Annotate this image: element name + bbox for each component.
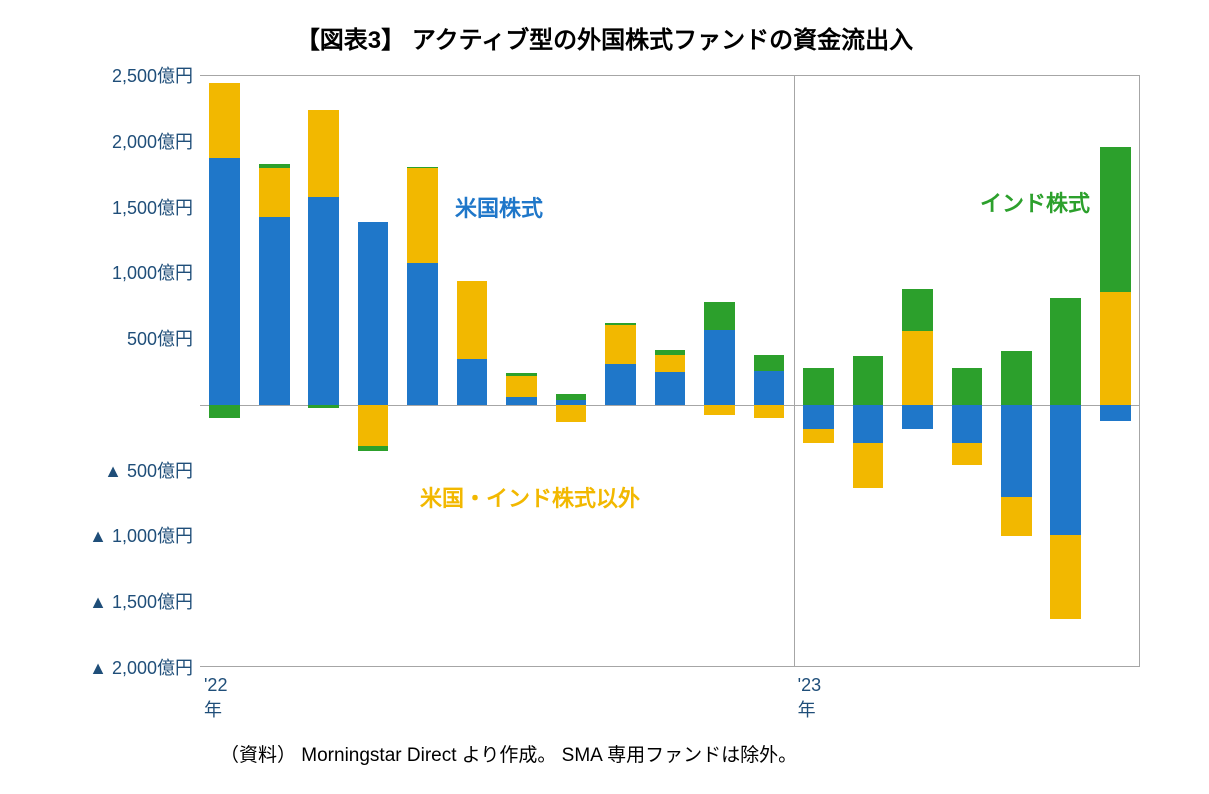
bar-segment bbox=[358, 446, 389, 451]
bar-segment bbox=[605, 325, 636, 364]
y-tick-label: ▲ 2,000億円 bbox=[89, 654, 193, 680]
bar-segment bbox=[1001, 405, 1032, 497]
bar-segment bbox=[754, 405, 785, 418]
bar-segment bbox=[358, 405, 389, 446]
bar-segment bbox=[407, 168, 438, 263]
bar-segment bbox=[1050, 405, 1081, 535]
bar-segment bbox=[754, 355, 785, 371]
bar-segment bbox=[506, 373, 537, 376]
bar-segment bbox=[704, 405, 735, 416]
y-tick-label: ▲ 1,500億円 bbox=[89, 588, 193, 614]
series-label: 米国・インド株式以外 bbox=[420, 481, 640, 513]
bar-group bbox=[1050, 76, 1081, 666]
bar-group bbox=[605, 76, 636, 666]
bar-segment bbox=[506, 376, 537, 397]
bar-segment bbox=[853, 405, 884, 443]
bar-segment bbox=[754, 371, 785, 405]
bar-group bbox=[407, 76, 438, 666]
bar-segment bbox=[655, 350, 686, 355]
bar-group bbox=[803, 76, 834, 666]
bar-segment bbox=[655, 372, 686, 405]
bar-segment bbox=[556, 394, 587, 399]
series-label: 米国株式 bbox=[455, 191, 543, 223]
y-tick-label: 500億円 bbox=[127, 325, 193, 351]
bar-segment bbox=[1100, 147, 1131, 292]
bar-segment bbox=[308, 197, 339, 405]
x-tick-label: '22 年 bbox=[204, 675, 227, 722]
bar-group bbox=[704, 76, 735, 666]
source-note: （資料） Morningstar Direct より作成。 SMA 専用ファンド… bbox=[220, 740, 797, 767]
series-label: インド株式 bbox=[980, 186, 1090, 218]
bar-segment bbox=[952, 405, 983, 443]
bar-segment bbox=[1050, 298, 1081, 405]
bar-group bbox=[1100, 76, 1131, 666]
bar-group bbox=[506, 76, 537, 666]
bar-segment bbox=[457, 359, 488, 405]
bar-segment bbox=[803, 368, 834, 405]
bar-segment bbox=[1050, 535, 1081, 619]
bar-segment bbox=[407, 263, 438, 405]
bar-segment bbox=[1100, 292, 1131, 405]
bar-group bbox=[902, 76, 933, 666]
bar-segment bbox=[902, 331, 933, 405]
bar-segment bbox=[407, 167, 438, 168]
bar-segment bbox=[556, 405, 587, 422]
bar-segment bbox=[1001, 497, 1032, 536]
bar-group bbox=[457, 76, 488, 666]
bar-group bbox=[358, 76, 389, 666]
bar-segment bbox=[209, 158, 240, 405]
bar-segment bbox=[308, 110, 339, 197]
y-tick-label: 2,500億円 bbox=[112, 62, 193, 88]
bar-segment bbox=[853, 443, 884, 488]
bar-group bbox=[308, 76, 339, 666]
bar-segment bbox=[803, 405, 834, 429]
bar-segment bbox=[457, 281, 488, 359]
bar-segment bbox=[259, 164, 290, 168]
y-tick-label: ▲ 1,000億円 bbox=[89, 522, 193, 548]
bar-segment bbox=[605, 323, 636, 324]
chart-title: 【図表3】 アクティブ型の外国株式ファンドの資金流出入 bbox=[20, 20, 1189, 55]
bar-segment bbox=[704, 302, 735, 330]
bar-group bbox=[853, 76, 884, 666]
bar-group bbox=[655, 76, 686, 666]
bar-segment bbox=[704, 330, 735, 405]
bar-group bbox=[209, 76, 240, 666]
y-tick-label: ▲ 500億円 bbox=[104, 457, 193, 483]
bar-segment bbox=[209, 83, 240, 158]
x-tick-label: '23 年 bbox=[798, 675, 821, 722]
bar-segment bbox=[1001, 351, 1032, 405]
y-axis: 2,500億円2,000億円1,500億円1,000億円500億円▲ 500億円… bbox=[20, 75, 193, 667]
bar-segment bbox=[952, 443, 983, 465]
bar-segment bbox=[902, 289, 933, 331]
bar-group bbox=[952, 76, 983, 666]
bar-group bbox=[1001, 76, 1032, 666]
y-tick-label: 1,500億円 bbox=[112, 194, 193, 220]
bar-segment bbox=[259, 217, 290, 405]
bar-segment bbox=[259, 168, 290, 217]
bar-group bbox=[259, 76, 290, 666]
chart-container: 【図表3】 アクティブ型の外国株式ファンドの資金流出入 2,500億円 2,000… bbox=[20, 20, 1189, 774]
bar-segment bbox=[605, 364, 636, 405]
bar-segment bbox=[902, 405, 933, 429]
bar-segment bbox=[655, 355, 686, 372]
plot-area: 米国株式米国・インド株式以外 インド株式 bbox=[200, 75, 1140, 667]
bar-group bbox=[754, 76, 785, 666]
bar-segment bbox=[209, 405, 240, 418]
y-tick-label: 1,000億円 bbox=[112, 259, 193, 285]
year-divider bbox=[794, 76, 795, 666]
bar-segment bbox=[358, 222, 389, 405]
bar-segment bbox=[506, 397, 537, 405]
bar-segment bbox=[952, 368, 983, 405]
bar-segment bbox=[803, 429, 834, 443]
bar-segment bbox=[853, 356, 884, 405]
y-tick-label: 2,000億円 bbox=[112, 128, 193, 154]
bar-segment bbox=[308, 405, 339, 408]
bar-group bbox=[556, 76, 587, 666]
bar-segment bbox=[1100, 405, 1131, 421]
